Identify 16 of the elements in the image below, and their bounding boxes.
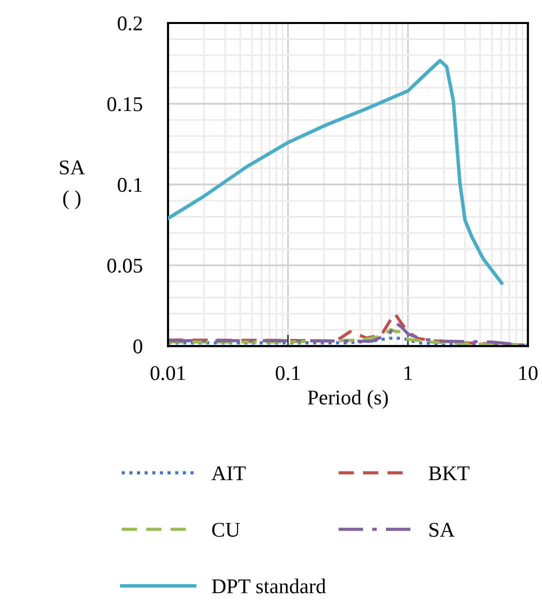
legend-label: CU: [212, 522, 240, 537]
x-tick-label: 0.1: [276, 366, 300, 380]
legend-label: BKT: [428, 466, 470, 480]
legend-label: AIT: [212, 466, 246, 480]
y-tick-label: 0: [133, 339, 142, 354]
y-tick-label: 0.1: [118, 178, 142, 192]
y-axis-title: SA ( ): [60, 160, 86, 210]
legend-label: DPT standard: [212, 578, 326, 594]
x-tick-label: 10: [519, 366, 538, 380]
x-axis-title: Period (s): [308, 390, 388, 409]
y-tick-label: 0.05: [107, 258, 142, 273]
x-tick-label: 0.01: [150, 366, 185, 380]
y-tick-label: 0.2: [118, 16, 142, 31]
x-tick-label: 1: [404, 366, 412, 380]
y-tick-label: 0.15: [107, 97, 142, 112]
legend-label: SA: [430, 522, 455, 537]
